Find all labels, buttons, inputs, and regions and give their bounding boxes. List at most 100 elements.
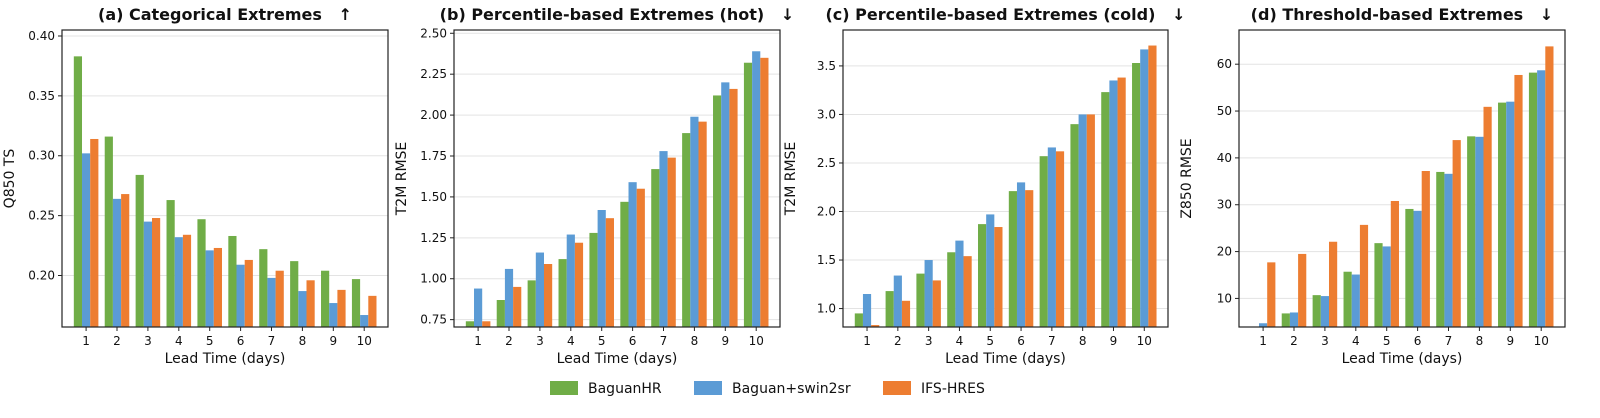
y-tick-label: 1.75 <box>420 149 447 163</box>
bar-baguan-swin2sr-day-2 <box>893 275 902 327</box>
legend-label: BaguanHR <box>588 381 662 397</box>
x-tick-label: 1 <box>474 334 482 348</box>
bar-baguan-swin2sr-day-8 <box>298 291 307 327</box>
x-tick-label: 4 <box>956 334 964 348</box>
bar-baguan-swin2sr-day-5 <box>205 250 214 327</box>
y-tick-label: 30 <box>1217 198 1232 212</box>
bar-baguanhr-day-8 <box>1467 136 1476 327</box>
bar-baguan-swin2sr-day-1 <box>862 294 872 327</box>
y-tick-label: 0.40 <box>28 29 55 43</box>
bar-baguanhr-day-9 <box>321 270 330 327</box>
y-tick-label: 60 <box>1217 57 1232 71</box>
bar-baguan-swin2sr-day-7 <box>267 277 276 327</box>
x-tick-label: 5 <box>1383 334 1391 348</box>
bar-baguanhr-day-5 <box>589 232 598 327</box>
bar-baguan-swin2sr-day-8 <box>1078 114 1087 327</box>
bar-ifs-hres-day-3 <box>151 218 161 327</box>
bar-baguan-swin2sr-day-3 <box>143 221 152 327</box>
bar-ifs-hres-day-3 <box>1328 241 1338 327</box>
x-tick-label: 2 <box>505 334 513 348</box>
bar-baguan-swin2sr-day-2 <box>112 198 122 327</box>
bar-ifs-hres-day-5 <box>605 218 614 327</box>
y-tick-label: 20 <box>1217 245 1232 259</box>
x-tick-label: 6 <box>1414 334 1422 348</box>
bar-baguanhr-day-5 <box>978 224 987 327</box>
chart-title: (c) Percentile-based Extremes (cold) ↓ <box>825 5 1185 24</box>
bar-baguanhr-day-4 <box>1343 271 1352 327</box>
bar-baguanhr-day-3 <box>1312 295 1321 327</box>
x-tick-label: 3 <box>1321 334 1329 348</box>
x-tick-label: 10 <box>1534 334 1549 348</box>
bar-baguanhr-day-1 <box>465 321 475 327</box>
bar-baguan-swin2sr-day-4 <box>955 240 964 327</box>
bar-baguan-swin2sr-day-6 <box>628 182 637 327</box>
bar-baguan-swin2sr-day-3 <box>924 260 933 327</box>
bar-baguan-swin2sr-day-9 <box>1109 80 1118 328</box>
y-tick-label: 2.00 <box>420 108 447 122</box>
y-tick-label: 1.50 <box>420 190 447 204</box>
bar-baguanhr-day-7 <box>1039 156 1048 327</box>
x-tick-label: 10 <box>1137 334 1152 348</box>
y-tick-label: 0.30 <box>28 149 55 163</box>
bar-baguan-swin2sr-day-10 <box>752 51 761 327</box>
bar-ifs-hres-day-8 <box>1483 106 1492 327</box>
x-tick-label: 2 <box>1290 334 1298 348</box>
chart-title: (d) Threshold-based Extremes ↓ <box>1251 5 1554 24</box>
bar-ifs-hres-day-7 <box>1055 151 1065 327</box>
bar-baguan-swin2sr-day-10 <box>1537 70 1546 328</box>
x-axis-label: Lead Time (days) <box>945 351 1066 367</box>
x-tick-label: 6 <box>237 334 245 348</box>
bar-baguan-swin2sr-day-7 <box>659 151 668 327</box>
plot-frame <box>1238 29 1566 328</box>
bar-baguanhr-day-1 <box>854 313 863 327</box>
y-axis-label: T2M RMSE <box>783 142 799 217</box>
legend-item-baguanhr: BaguanHR <box>550 381 662 397</box>
bar-ifs-hres-day-1 <box>1267 262 1276 327</box>
bar-baguanhr-day-1 <box>73 56 83 328</box>
bar-baguan-swin2sr-day-9 <box>721 82 730 327</box>
bar-baguanhr-day-2 <box>885 291 894 327</box>
legend-swatch <box>883 381 911 395</box>
bar-baguanhr-day-10 <box>743 62 753 328</box>
x-tick-label: 2 <box>113 334 121 348</box>
bar-ifs-hres-day-9 <box>1514 74 1523 327</box>
x-tick-label: 5 <box>598 334 606 348</box>
bar-baguan-swin2sr-day-1 <box>1259 323 1268 327</box>
bar-baguanhr-day-9 <box>1101 92 1110 327</box>
bar-ifs-hres-day-10 <box>368 295 377 327</box>
x-tick-label: 1 <box>863 334 871 348</box>
legend-item-baguan-swin2sr: Baguan+swin2sr <box>694 381 851 397</box>
bar-baguanhr-day-6 <box>1008 191 1017 327</box>
bar-baguanhr-day-8 <box>290 261 299 327</box>
bar-ifs-hres-day-2 <box>513 286 522 327</box>
x-axis-label: Lead Time (days) <box>165 351 286 367</box>
chart-title: (b) Percentile-based Extremes (hot) ↓ <box>440 5 795 24</box>
bar-baguan-swin2sr-day-9 <box>329 303 338 327</box>
bar-baguan-swin2sr-day-5 <box>597 210 606 327</box>
y-tick-label: 50 <box>1217 104 1232 118</box>
plot-frame <box>842 29 1169 328</box>
x-tick-label: 5 <box>206 334 214 348</box>
y-tick-label: 1.00 <box>420 272 447 286</box>
bar-baguanhr-day-7 <box>1436 171 1445 327</box>
bar-baguanhr-day-10 <box>1528 72 1538 328</box>
x-tick-label: 7 <box>1048 334 1056 348</box>
bar-baguanhr-day-5 <box>1374 243 1383 327</box>
bar-baguanhr-day-6 <box>620 201 629 327</box>
bar-baguanhr-day-5 <box>197 219 206 327</box>
x-tick-label: 10 <box>749 334 764 348</box>
bar-baguan-swin2sr-day-7 <box>1047 147 1056 327</box>
y-tick-label: 0.25 <box>28 209 55 223</box>
x-tick-label: 5 <box>986 334 994 348</box>
bar-ifs-hres-day-5 <box>213 247 222 327</box>
bar-ifs-hres-day-7 <box>275 270 284 327</box>
bar-ifs-hres-day-10 <box>1545 46 1554 327</box>
x-tick-label: 8 <box>299 334 307 348</box>
bar-ifs-hres-day-1 <box>90 138 99 327</box>
bar-ifs-hres-day-7 <box>1452 140 1461 327</box>
bar-ifs-hres-day-3 <box>543 264 553 327</box>
x-tick-label: 4 <box>175 334 183 348</box>
bar-baguanhr-day-9 <box>1498 102 1507 327</box>
y-tick-label: 3.0 <box>817 107 836 121</box>
y-tick-label: 0.35 <box>28 89 55 103</box>
